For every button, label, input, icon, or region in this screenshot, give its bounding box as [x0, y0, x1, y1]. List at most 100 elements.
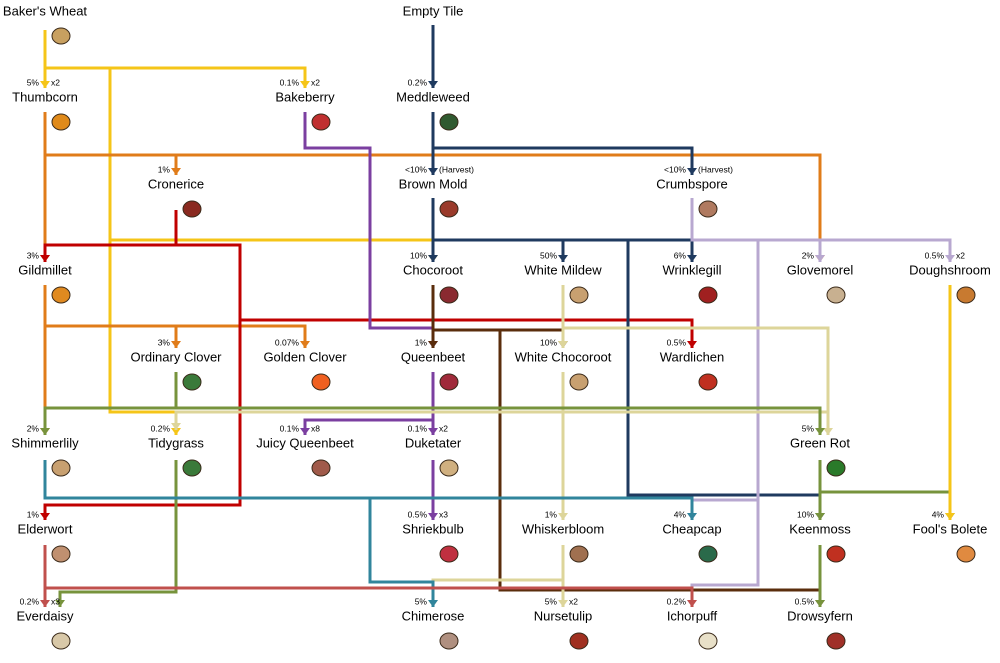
mutation-chance: 0.5% [667, 337, 687, 347]
arrow-head [428, 255, 438, 262]
mutation-chance: 5% [802, 423, 815, 433]
crop-node: Elderwort 1% [18, 509, 73, 563]
note: (Harvest) [698, 164, 733, 174]
connector-line [820, 490, 952, 520]
mutation-chance: 3% [158, 337, 171, 347]
crop-node: Green Rot 5% [790, 423, 850, 477]
arrow-head [815, 255, 825, 262]
mutation-chance: 5% [415, 596, 428, 606]
crop-name: Meddleweed [396, 89, 470, 104]
crop-node: Tidygrass 0.2% [148, 423, 204, 477]
mutation-chance: 0.2% [20, 596, 40, 606]
connector-line [433, 146, 694, 175]
arrow-head [171, 168, 181, 175]
crop-node: White Mildew 50% [524, 250, 602, 304]
mutation-chance: 10% [410, 250, 427, 260]
crop-node: Bakeberry 0.1% x2 [275, 77, 335, 131]
mutation-chance: 1% [27, 509, 40, 519]
crop-name: Shriekbulb [402, 521, 463, 536]
arrow-head [300, 81, 310, 88]
crop-node: Queenbeet 1% [401, 337, 466, 391]
mutation-chance: 0.5% [795, 596, 815, 606]
arrow-head [687, 600, 697, 607]
crop-icon [439, 286, 459, 304]
connector-line [626, 240, 822, 520]
connector-line [45, 324, 307, 348]
mutation-chance: 10% [797, 509, 814, 519]
arrow-head [428, 341, 438, 348]
arrow-head [40, 255, 50, 262]
crop-icon [826, 286, 846, 304]
crop-name: Doughshroom [909, 262, 991, 277]
mutation-chance: 0.2% [667, 596, 687, 606]
crop-icon [698, 545, 718, 563]
crop-name: Chimerose [402, 608, 465, 623]
crop-node: Meddleweed 0.2% [396, 77, 470, 131]
crop-icon [439, 459, 459, 477]
crop-icon [439, 545, 459, 563]
arrow-head [687, 513, 697, 520]
crop-node: Shriekbulb 0.5% x3 [402, 509, 464, 563]
crop-name: Whiskerbloom [522, 521, 604, 536]
connector-line [498, 330, 822, 607]
crop-name: Golden Clover [263, 349, 347, 364]
crop-icon [569, 373, 589, 391]
arrow-head [687, 341, 697, 348]
arrow-head [40, 600, 50, 607]
crop-icon [182, 373, 202, 391]
crop-icon [956, 545, 976, 563]
arrow-head [300, 341, 310, 348]
crop-name: Cheapcap [662, 521, 721, 536]
arrow-head [815, 513, 825, 520]
crop-node: Empty Tile [403, 3, 464, 18]
crop-icon [51, 286, 71, 304]
crop-name: Tidygrass [148, 435, 204, 450]
crop-node: Everdaisy 0.2% x3 [16, 596, 74, 650]
connector-line [45, 153, 822, 262]
multiplier: x3 [51, 596, 60, 606]
connector-line [563, 326, 830, 435]
arrow-head [171, 423, 181, 430]
crop-node: Golden Clover 0.07% [263, 337, 347, 391]
crop-icon [311, 113, 331, 131]
connectors [40, 25, 955, 607]
crop-name: Drowsyfern [787, 608, 853, 623]
crop-node: Whiskerbloom 1% [522, 509, 604, 563]
arrow-head [687, 168, 697, 175]
crop-name: Wardlichen [660, 349, 725, 364]
crop-name: Cronerice [148, 176, 204, 191]
crop-name: Nursetulip [534, 608, 593, 623]
crop-icon [698, 200, 718, 218]
crop-icon [569, 286, 589, 304]
crop-name: Empty Tile [403, 3, 464, 18]
connector-line [431, 578, 563, 607]
mutation-chance: 4% [932, 509, 945, 519]
crop-node: Ordinary Clover 3% [130, 337, 222, 391]
crop-icon [956, 286, 976, 304]
crop-name: Everdaisy [16, 608, 74, 623]
note: (Harvest) [439, 164, 474, 174]
crop-name: Juicy Queenbeet [256, 435, 354, 450]
mutation-chance: 1% [545, 509, 558, 519]
crop-node: Chocoroot 10% [403, 250, 463, 304]
mutation-chance: 0.5% [925, 250, 945, 260]
crop-node: Duketater 0.1% x2 [405, 423, 462, 477]
crop-node: Ichorpuff 0.2% [667, 596, 718, 650]
crop-node: Wrinklegill 6% [663, 250, 722, 304]
mutation-chance: 2% [27, 423, 40, 433]
crop-icon [311, 459, 331, 477]
crop-icon [826, 632, 846, 650]
crop-name: Green Rot [790, 435, 850, 450]
mutation-chance: 2% [802, 250, 815, 260]
mutation-chance: 0.1% [280, 77, 300, 87]
multiplier: x3 [439, 509, 448, 519]
crop-node: Thumbcorn 5% x2 [12, 77, 78, 131]
arrow-head [815, 600, 825, 607]
mutation-chance: 0.5% [408, 509, 428, 519]
crop-icon [51, 632, 71, 650]
mutation-chance: 5% [545, 596, 558, 606]
crop-node: Shimmerlily 2% [11, 423, 79, 477]
crop-name: Chocoroot [403, 262, 463, 277]
multiplier: x2 [311, 77, 320, 87]
connector-line [240, 318, 694, 348]
